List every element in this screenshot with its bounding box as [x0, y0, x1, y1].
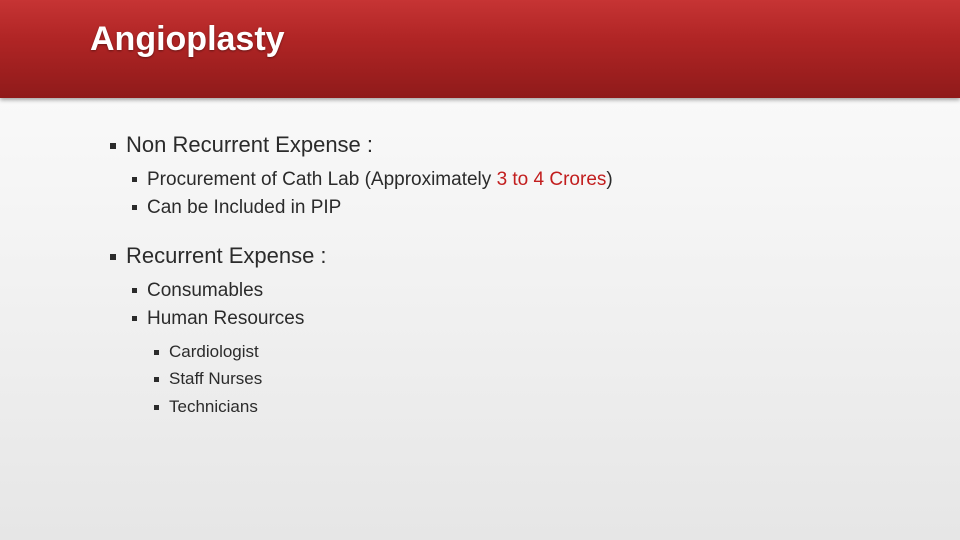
- bullet-list-level1: Non Recurrent Expense : Procurement of C…: [110, 132, 960, 420]
- bullet-icon: [110, 143, 116, 149]
- bullet-text: Staff Nurses: [169, 365, 262, 392]
- bullet-text: Technicians: [169, 393, 258, 420]
- bullet-text: Human Resources: [147, 305, 304, 333]
- bullet-icon: [132, 288, 137, 293]
- list-item: Technicians: [154, 393, 960, 420]
- bullet-text: Non Recurrent Expense :: [126, 132, 373, 158]
- bullet-text: Consumables: [147, 277, 263, 305]
- list-item: Staff Nurses: [154, 365, 960, 392]
- bullet-icon: [154, 377, 159, 382]
- bullet-list-level2: Procurement of Cath Lab (Approximately 3…: [132, 166, 960, 221]
- bullet-icon: [132, 177, 137, 182]
- list-item: Non Recurrent Expense : Procurement of C…: [110, 132, 960, 221]
- list-item: Cardiologist: [154, 338, 960, 365]
- highlight-text: 3 to 4 Crores: [497, 169, 607, 190]
- list-item: Consumables: [132, 277, 960, 305]
- bullet-list-level3: Cardiologist Staff Nurses: [154, 338, 960, 420]
- slide-title: Angioplasty: [90, 20, 285, 59]
- bullet-icon: [110, 254, 116, 260]
- bullet-icon: [132, 205, 137, 210]
- list-item: Human Resources Cardiologist: [132, 305, 960, 420]
- bullet-text: Recurrent Expense :: [126, 243, 327, 269]
- bullet-icon: [154, 350, 159, 355]
- bullet-text: Cardiologist: [169, 338, 259, 365]
- bullet-text: Can be Included in PIP: [147, 194, 341, 222]
- slide: Angioplasty Non Recurrent Expense : Proc…: [0, 0, 960, 540]
- bullet-list-level2: Consumables Human Resources: [132, 277, 960, 420]
- header-band: Angioplasty: [0, 0, 960, 98]
- list-item: Can be Included in PIP: [132, 194, 960, 222]
- slide-content: Non Recurrent Expense : Procurement of C…: [0, 98, 960, 420]
- list-item: Recurrent Expense : Consumables Human Re…: [110, 243, 960, 420]
- bullet-text: Procurement of Cath Lab (Approximately 3…: [147, 166, 613, 194]
- bullet-icon: [154, 405, 159, 410]
- list-item: Procurement of Cath Lab (Approximately 3…: [132, 166, 960, 194]
- bullet-icon: [132, 316, 137, 321]
